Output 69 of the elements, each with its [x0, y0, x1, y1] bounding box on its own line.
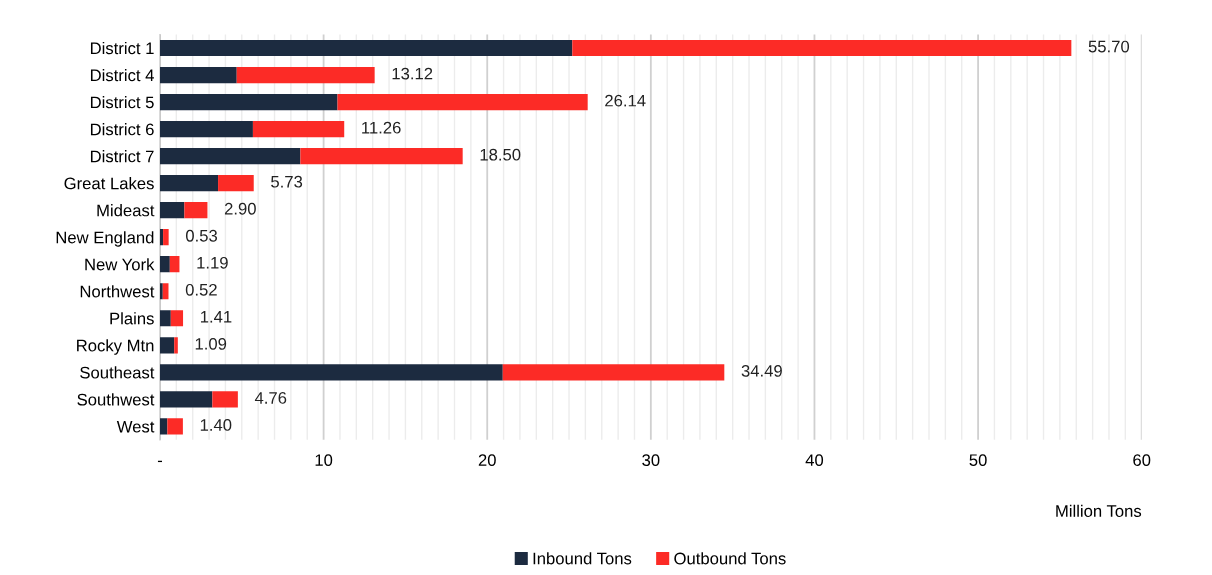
bar	[218, 175, 254, 192]
total-label: 11.26	[362, 121, 401, 134]
bar	[159, 120, 253, 138]
bar	[159, 202, 185, 219]
y-tick-label: District 5	[90, 96, 154, 109]
bar	[236, 66, 375, 84]
y-tick-label: Southwest	[77, 393, 155, 406]
y-tick-label: Northwest	[80, 285, 155, 298]
bar	[159, 364, 503, 381]
bar	[502, 364, 725, 381]
bar	[159, 391, 213, 408]
x-tick-label: 50	[969, 454, 987, 467]
total-label: 1.41	[200, 311, 232, 323]
x-tick-label: 10	[315, 454, 333, 467]
total-label: 5.73	[271, 175, 303, 188]
y-tick-label: District 6	[90, 123, 154, 136]
x-tick-label: 30	[642, 454, 660, 467]
y-tick-label: District 4	[90, 69, 154, 82]
bar	[159, 93, 338, 111]
y-tick-label: Southeast	[80, 366, 155, 379]
legend-label: Outbound Tons	[674, 552, 786, 565]
total-label: 26.14	[605, 94, 646, 107]
bar	[159, 66, 237, 84]
bar	[163, 229, 169, 246]
y-tick-label: Great Lakes	[64, 177, 154, 190]
bar	[159, 175, 219, 192]
bar	[184, 202, 208, 219]
y-tick-label: New England	[56, 231, 154, 247]
y-tick-label: Rocky Mtn	[77, 339, 154, 355]
total-label: 18.50	[480, 148, 521, 161]
bar	[159, 283, 163, 300]
x-tick-label: 20	[478, 454, 496, 467]
x-tick-label: 60	[1133, 454, 1151, 467]
y-tick-label: West	[116, 420, 155, 433]
bar	[159, 229, 164, 246]
bar	[212, 391, 238, 408]
total-label: 4.76	[254, 392, 287, 404]
legend-label: Inbound Tons	[533, 552, 632, 565]
x-tick-label: 40	[805, 454, 824, 467]
bar	[159, 148, 301, 165]
bar	[159, 337, 175, 354]
total-label: 1.40	[200, 419, 232, 431]
bar	[300, 148, 463, 165]
bar	[337, 93, 588, 111]
total-label: 2.90	[224, 202, 256, 215]
y-tick-label: District 1	[90, 41, 154, 55]
total-label: 34.49	[741, 364, 782, 377]
y-tick-label: District 7	[90, 150, 154, 163]
y-tick-label: New York	[85, 258, 155, 271]
bar	[572, 39, 1072, 57]
total-label: 0.52	[185, 283, 217, 296]
bar	[170, 310, 184, 327]
total-label: 1.09	[195, 337, 227, 350]
total-label: 1.19	[197, 256, 228, 269]
bar	[174, 337, 178, 354]
total-label: 0.53	[185, 229, 218, 242]
y-tick-label: Mideast	[97, 204, 155, 217]
bar	[159, 418, 168, 435]
bar	[252, 120, 345, 138]
bar	[159, 310, 171, 327]
total-label: 13.12	[392, 67, 433, 80]
x-axis-title: Million Tons	[1056, 504, 1142, 517]
total-label: 55.70	[1088, 40, 1130, 53]
y-tick-label: Plains	[110, 312, 154, 325]
bar	[167, 418, 183, 435]
bar	[169, 256, 180, 273]
bar	[159, 39, 573, 57]
x-tick-label: -	[157, 460, 163, 463]
bar	[159, 256, 170, 273]
